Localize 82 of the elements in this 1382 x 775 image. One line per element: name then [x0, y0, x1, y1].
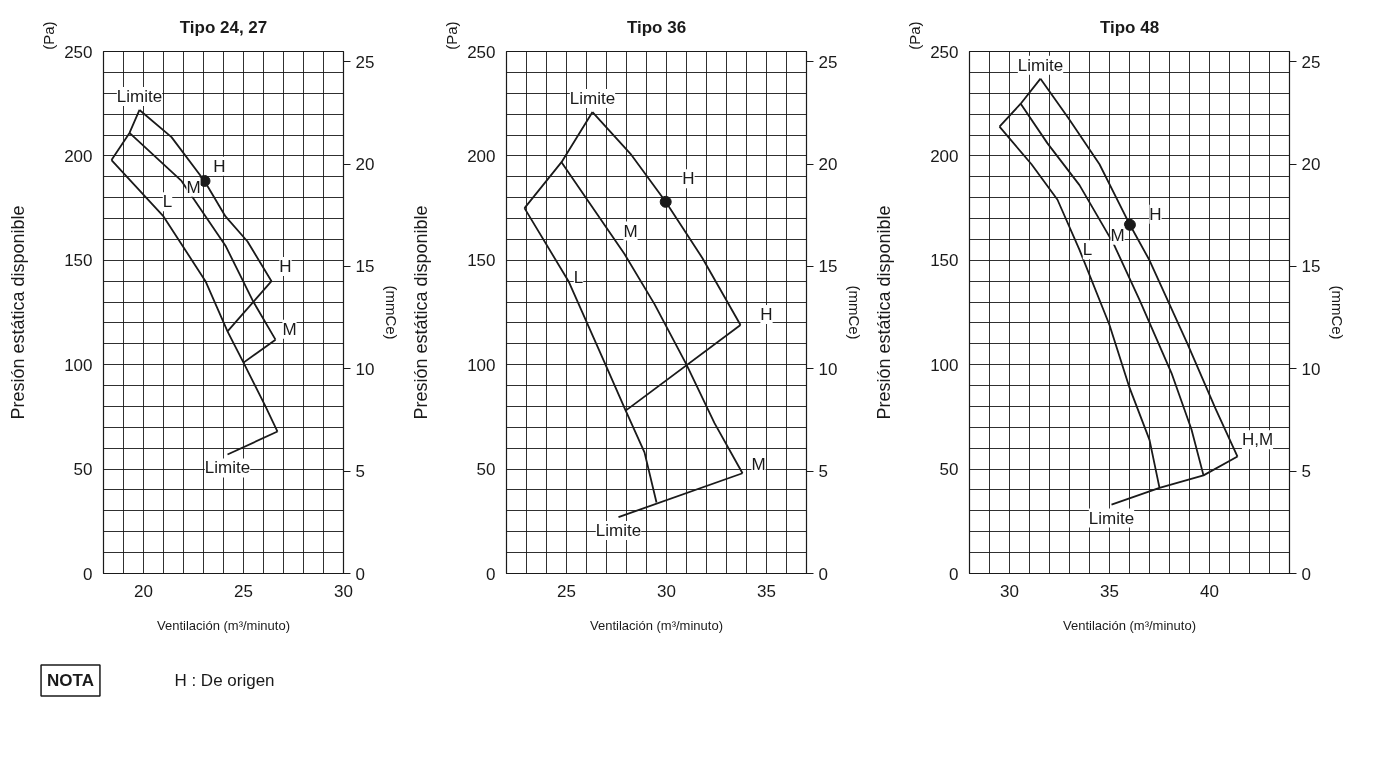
- y2-tick-label: 25: [1301, 52, 1321, 72]
- x-tick-label: 35: [1100, 581, 1119, 601]
- y-tick-label: 250: [467, 42, 496, 62]
- y-tick-label: 0: [83, 564, 93, 584]
- text: (Pa): [442, 21, 460, 50]
- text: (Pa): [905, 21, 923, 50]
- y2-tick-label: 0: [355, 564, 365, 584]
- y-tick-label: 100: [467, 355, 496, 375]
- y-tick-label: 200: [930, 146, 959, 166]
- y-axis-title: Presión estática disponible: [410, 205, 431, 420]
- x-axis-title: Ventilación (m³/minuto): [1063, 617, 1196, 633]
- series-label: Limite: [1088, 508, 1135, 528]
- y-tick-label: 100: [930, 355, 959, 375]
- y-tick-label: 250: [64, 42, 93, 62]
- series-label: Limite: [569, 89, 616, 109]
- x-tick-label: 20: [134, 581, 153, 601]
- x-tick-label: 40: [1200, 581, 1219, 601]
- annotation: H: [213, 156, 226, 176]
- x-axis-title: Ventilación (m³/minuto): [590, 617, 723, 633]
- y-tick-label: 100: [64, 355, 93, 375]
- y-tick-label: 0: [949, 564, 959, 584]
- y2-tick-label: 5: [355, 462, 365, 482]
- y-tick-label: 150: [930, 251, 959, 271]
- y-tick-label: 0: [486, 564, 496, 584]
- y2-tick-label: 5: [818, 462, 828, 482]
- y-axis-title: Presión estática disponible: [873, 205, 894, 420]
- x-tick-label: 25: [234, 581, 253, 601]
- annotation: H: [682, 169, 695, 189]
- annotation: M: [186, 177, 201, 197]
- series-label: Limite: [1017, 55, 1064, 75]
- y2-tick-label: 5: [1301, 462, 1311, 482]
- x-tick-label: 35: [757, 581, 776, 601]
- y-tick-label: 50: [476, 460, 496, 480]
- x-tick-label: 30: [1000, 581, 1019, 601]
- x-axis-title: Ventilación (m³/minuto): [157, 617, 290, 633]
- y2-tick-label: 20: [1301, 155, 1321, 175]
- series-label: Limite: [204, 458, 251, 478]
- annotation: M: [282, 319, 297, 339]
- annotation: H: [760, 305, 773, 325]
- y-tick-label: 150: [467, 251, 496, 271]
- y2-tick-label: 10: [1301, 359, 1321, 379]
- text: NOTA: [47, 671, 94, 690]
- y2-tick-label: 10: [818, 359, 838, 379]
- chart-title: Tipo 48: [1099, 17, 1160, 37]
- y2-tick-label: 20: [818, 155, 838, 175]
- annotation: L: [162, 192, 173, 212]
- y-tick-label: 50: [73, 460, 93, 480]
- annotation: H,M: [1241, 430, 1274, 450]
- y2-tick-label: 0: [1301, 564, 1311, 584]
- y-tick-label: 200: [467, 146, 496, 166]
- annotation: H: [1149, 204, 1162, 224]
- y-tick-label: 250: [930, 42, 959, 62]
- y-tick-label: 150: [64, 251, 93, 271]
- y2-tick-label: 25: [818, 52, 838, 72]
- y-tick-label: 200: [64, 146, 93, 166]
- y2-tick-label: 0: [818, 564, 828, 584]
- y2-axis-title: (mmCe): [1329, 285, 1347, 340]
- y2-tick-label: 15: [818, 257, 838, 277]
- y2-axis-title: (mmCe): [383, 285, 401, 340]
- y-axis-title: Presión estática disponible: [7, 205, 28, 420]
- y2-tick-label: 15: [1301, 257, 1321, 277]
- y2-axis-title: (mmCe): [846, 285, 864, 340]
- chart-title: Tipo 24, 27: [179, 17, 268, 37]
- series-label: Limite: [595, 521, 642, 541]
- y2-tick-label: 10: [355, 359, 375, 379]
- series-label: Limite: [116, 86, 163, 106]
- x-tick-label: 25: [557, 581, 576, 601]
- y2-tick-label: 25: [355, 52, 375, 72]
- y2-tick-label: 20: [355, 155, 375, 175]
- annotation: M: [1110, 225, 1125, 245]
- annotation: M: [623, 221, 638, 241]
- text: (Pa): [39, 21, 57, 50]
- chart-title: Tipo 36: [626, 17, 687, 37]
- y-tick-label: 50: [939, 460, 959, 480]
- x-tick-label: 30: [657, 581, 676, 601]
- annotation: H: [279, 257, 292, 277]
- y2-tick-label: 15: [355, 257, 375, 277]
- annotation: M: [751, 455, 766, 475]
- text: H : De origen: [174, 671, 275, 690]
- annotation: L: [1082, 240, 1093, 260]
- annotation: L: [573, 267, 584, 287]
- x-tick-label: 30: [334, 581, 353, 601]
